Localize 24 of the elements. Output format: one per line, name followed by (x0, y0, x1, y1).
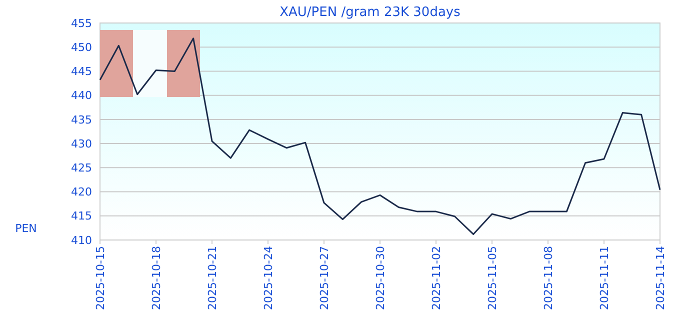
x-tick-label: 2025-11-02 (430, 246, 443, 310)
x-tick-label: 2025-11-05 (486, 246, 499, 310)
y-axis-title: PEN (15, 222, 37, 235)
chart-title: XAU/PEN /gram 23K 30days (280, 5, 461, 20)
y-tick-label: 435 (71, 113, 92, 126)
y-tick-label: 410 (71, 234, 92, 247)
x-tick-label: 2025-10-18 (150, 246, 163, 310)
x-tick-label: 2025-11-11 (598, 246, 611, 310)
y-tick-label: 445 (71, 65, 92, 78)
y-tick-label: 425 (71, 162, 92, 175)
x-tick-label: 2025-11-14 (654, 246, 667, 310)
y-tick-label: 440 (71, 89, 92, 102)
y-tick-label: 415 (71, 210, 92, 223)
x-tick-label: 2025-10-21 (206, 246, 219, 310)
x-tick-label: 2025-10-15 (94, 246, 107, 310)
x-tick-label: 2025-11-08 (542, 246, 555, 310)
x-tick-label: 2025-10-27 (318, 246, 331, 310)
y-tick-label: 430 (71, 137, 92, 150)
y-tick-label: 420 (71, 186, 92, 199)
x-tick-label: 2025-10-24 (262, 246, 275, 310)
y-tick-label: 450 (71, 40, 92, 54)
y-tick-label: 455 (71, 16, 92, 30)
x-tick-label: 2025-10-30 (374, 246, 387, 310)
line-series (99, 38, 661, 235)
